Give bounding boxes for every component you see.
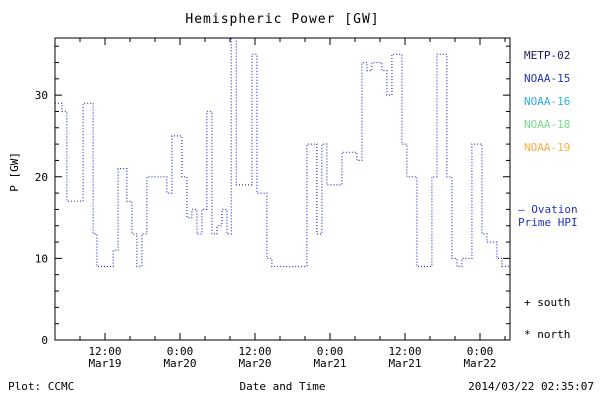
y-axis-label: P [GW]: [8, 152, 21, 192]
legend-noaa-19: NOAA-19: [524, 141, 571, 154]
legend-satellites: METP-02 NOAA-15 NOAA-16 NOAA-18 NOAA-19: [524, 44, 570, 159]
x-tick-date-label: Mar19: [88, 357, 121, 370]
x-tick-date-label: Mar21: [313, 357, 346, 370]
y-tick-label: 0: [41, 334, 48, 347]
x-tick-time-label: 12:00: [388, 345, 421, 358]
x-tick-time-label: 0:00: [467, 345, 494, 358]
x-axis-label: Date and Time: [239, 380, 326, 393]
x-tick-date-label: Mar20: [163, 357, 196, 370]
legend-noaa-15: NOAA-15: [524, 72, 571, 85]
legend-metp-02: METP-02: [524, 49, 571, 62]
y-tick-label: 30: [35, 89, 48, 102]
legend-noaa-16: NOAA-16: [524, 95, 571, 108]
x-tick-date-label: Mar22: [463, 357, 496, 370]
chart-title: Hemispheric Power [GW]: [185, 12, 380, 27]
x-tick-time-label: 12:00: [238, 345, 271, 358]
legend-marker-north: * north: [524, 328, 571, 341]
hpi-step-line: [55, 37, 510, 268]
x-tick-time-label: 0:00: [167, 345, 194, 358]
x-tick-date-label: Mar20: [238, 357, 271, 370]
x-tick-time-label: 12:00: [88, 345, 121, 358]
y-tick-label: 10: [35, 252, 48, 265]
legend-noaa-18: NOAA-18: [524, 118, 571, 131]
legend-ovation-prime-hpi: – Ovation Prime HPI: [518, 203, 578, 229]
timestamp: 2014/03/22 02:35:07: [468, 380, 594, 393]
y-tick-label: 20: [35, 171, 48, 184]
legend-markers: + south * north: [524, 296, 570, 360]
x-tick-date-label: Mar21: [388, 357, 421, 370]
plot-credit: Plot: CCMC: [8, 380, 75, 393]
legend-marker-south: + south: [524, 296, 571, 309]
x-tick-time-label: 0:00: [317, 345, 344, 358]
plot-frame: [54, 37, 511, 341]
